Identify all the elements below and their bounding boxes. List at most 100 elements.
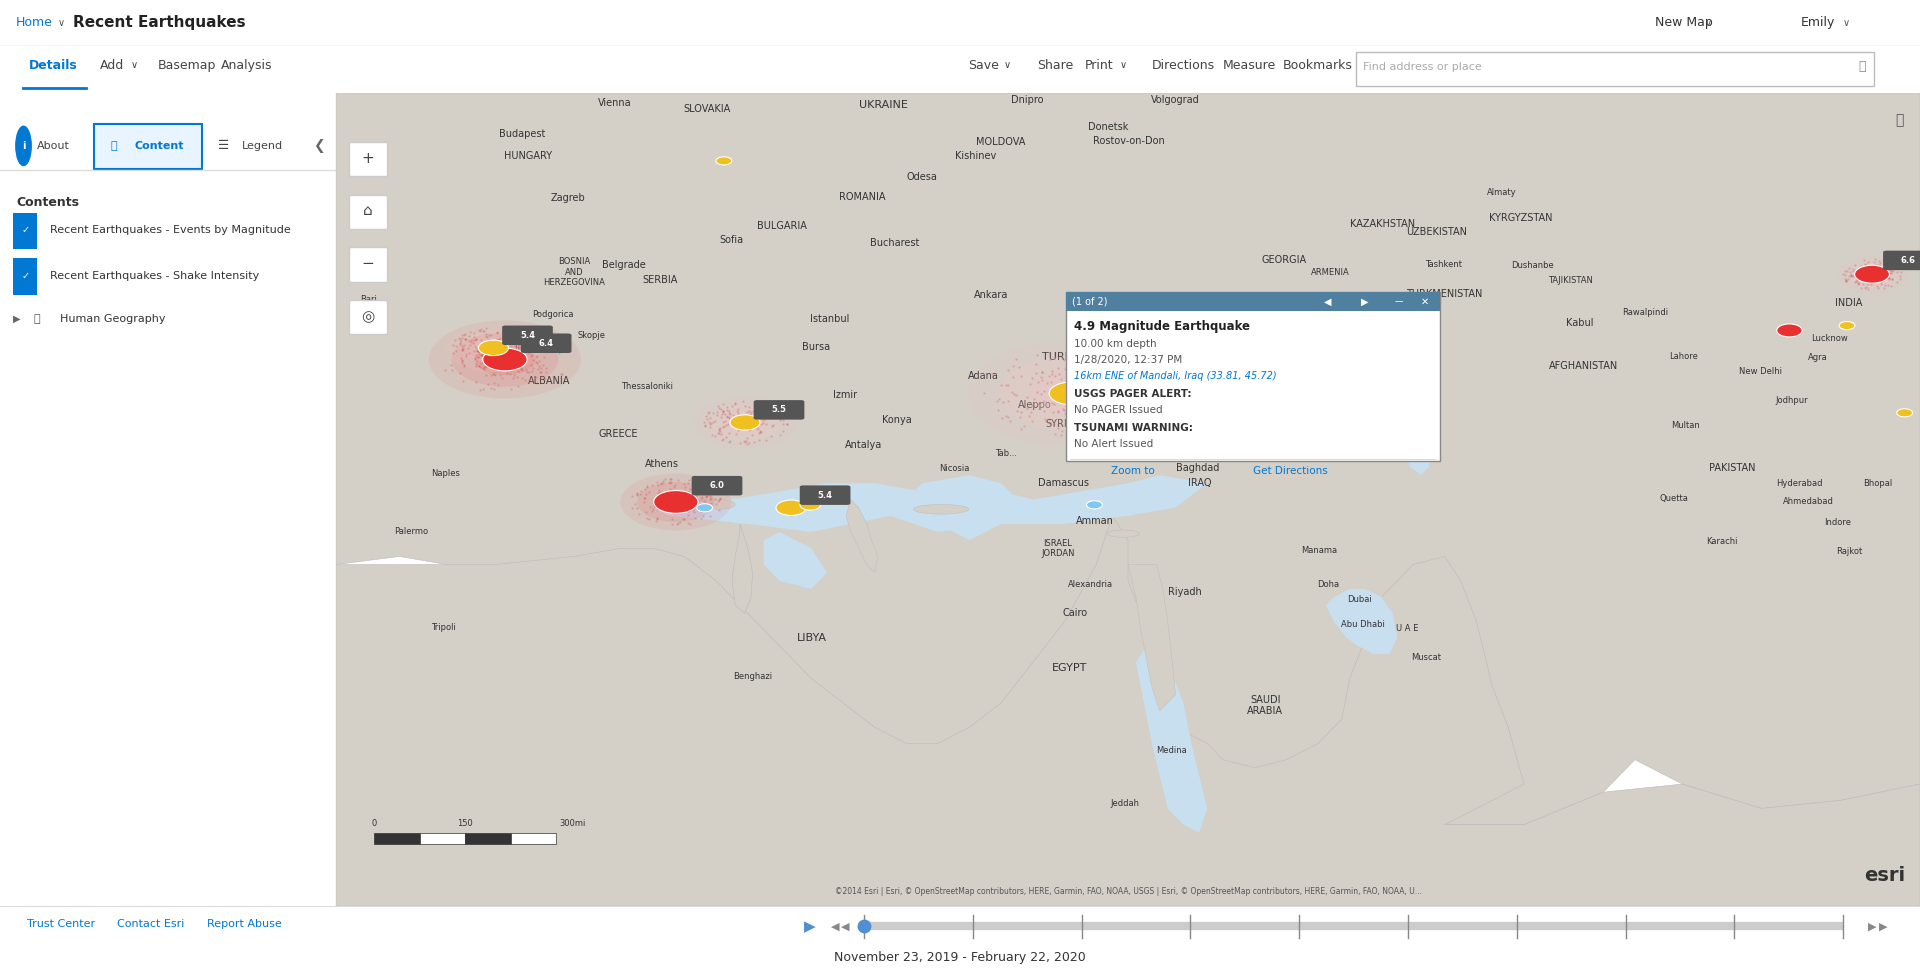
Text: Kishinev: Kishinev: [954, 151, 996, 161]
Point: [1874, 269, 1905, 285]
Point: [1836, 268, 1866, 284]
Point: [461, 342, 492, 358]
Text: ▶: ▶: [1868, 922, 1876, 931]
Point: [1048, 353, 1079, 368]
Point: [1853, 265, 1884, 280]
Text: ◎: ◎: [361, 309, 374, 324]
Point: [712, 399, 743, 415]
Point: [772, 416, 803, 431]
Point: [695, 416, 726, 431]
Point: [724, 418, 755, 433]
Point: [1085, 427, 1116, 443]
Point: [1060, 367, 1091, 383]
Point: [476, 367, 507, 383]
Point: [730, 414, 760, 429]
Point: [474, 340, 505, 356]
Point: [476, 340, 507, 356]
Point: [733, 407, 764, 422]
Point: [1870, 270, 1901, 286]
Point: [470, 336, 501, 352]
Point: [503, 350, 534, 365]
Point: [488, 341, 518, 357]
Text: Share: Share: [1037, 59, 1073, 72]
Point: [632, 486, 662, 502]
Point: [503, 363, 534, 379]
Text: TAJIKISTAN: TAJIKISTAN: [1548, 275, 1594, 285]
Point: [728, 416, 758, 431]
Point: [1855, 264, 1885, 279]
Point: [1052, 382, 1083, 397]
Point: [501, 343, 532, 359]
Point: [1832, 263, 1862, 278]
Point: [470, 351, 501, 366]
Text: Recent Earthquakes - Shake Intensity: Recent Earthquakes - Shake Intensity: [50, 271, 259, 281]
Point: [1847, 268, 1878, 284]
Point: [484, 353, 515, 368]
Point: [497, 328, 528, 344]
Point: [716, 398, 747, 414]
Point: [699, 415, 730, 430]
Point: [486, 370, 516, 386]
Point: [1872, 264, 1903, 279]
Circle shape: [695, 396, 795, 449]
Point: [637, 501, 668, 516]
Point: [705, 421, 735, 436]
Point: [1012, 390, 1043, 405]
Point: [996, 385, 1027, 400]
Point: [1048, 395, 1079, 411]
Polygon shape: [847, 500, 877, 573]
Circle shape: [716, 157, 732, 165]
Point: [685, 482, 716, 497]
Point: [733, 417, 764, 432]
Text: MOLDOVA: MOLDOVA: [975, 138, 1025, 147]
Point: [470, 326, 501, 341]
Text: Dushanbe: Dushanbe: [1511, 261, 1553, 270]
Text: Find address or place: Find address or place: [1363, 62, 1482, 72]
Point: [470, 345, 501, 360]
Point: [1108, 400, 1139, 416]
Point: [486, 355, 516, 370]
Point: [1060, 417, 1091, 432]
Point: [516, 338, 547, 354]
Text: Aleppo: Aleppo: [1018, 400, 1052, 410]
Point: [664, 494, 695, 510]
Point: [995, 414, 1025, 429]
Point: [701, 496, 732, 512]
Point: [1029, 384, 1060, 399]
Point: [449, 330, 480, 346]
Point: [1882, 274, 1912, 290]
Point: [1060, 381, 1091, 396]
Point: [524, 358, 555, 373]
Point: [726, 417, 756, 432]
Point: [1029, 403, 1060, 419]
Point: [751, 405, 781, 421]
Point: [1876, 264, 1907, 279]
Point: [1872, 270, 1903, 286]
Point: [730, 415, 760, 430]
Point: [1014, 376, 1044, 391]
Text: HUNGARY: HUNGARY: [503, 151, 553, 161]
Point: [1066, 402, 1096, 418]
Point: [662, 493, 693, 509]
Point: [545, 366, 576, 382]
Point: [461, 356, 492, 371]
Point: [1830, 271, 1860, 287]
Point: [465, 359, 495, 374]
Point: [662, 472, 693, 487]
Point: [478, 339, 509, 355]
Point: [505, 355, 536, 370]
Polygon shape: [653, 475, 1208, 532]
Point: [745, 423, 776, 439]
Point: [1870, 258, 1901, 273]
Point: [445, 331, 476, 347]
Point: [996, 359, 1027, 374]
Point: [507, 327, 538, 342]
Point: [1853, 282, 1884, 297]
Point: [1862, 280, 1893, 296]
Text: Home: Home: [15, 16, 52, 29]
Point: [1839, 263, 1870, 278]
Point: [474, 349, 505, 364]
Point: [1862, 266, 1893, 282]
Point: [444, 365, 474, 381]
Text: ☰: ☰: [219, 140, 230, 152]
